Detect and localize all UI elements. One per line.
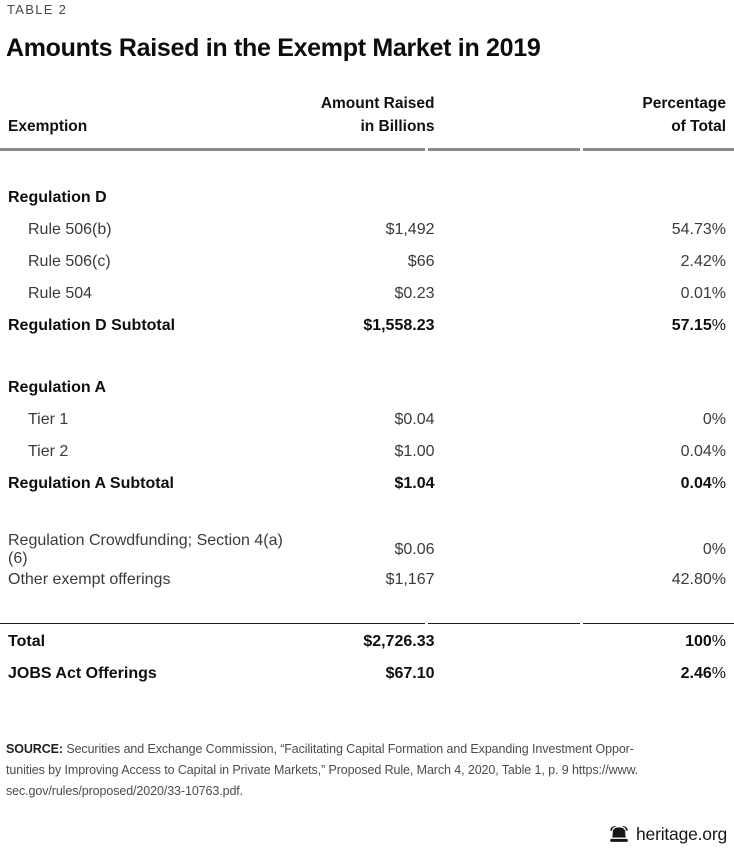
source-label: SOURCE: xyxy=(6,742,63,756)
footer-brand: heritage.org xyxy=(609,824,727,845)
table-row-regulation-d-subtotal: Regulation D Subtotal $1,558.23 57.15% xyxy=(0,310,734,342)
section-spacer xyxy=(0,500,734,532)
table-row-regulation-crowdfunding: Regulation Crowdfunding; Section 4(a)(6)… xyxy=(0,532,734,567)
table-row-tier-2: Tier 2 $1.00 0.04% xyxy=(0,436,734,468)
table-column-headers: Exemption Amount Raised in Billions Perc… xyxy=(0,92,734,138)
source-line: sec.gov/rules/proposed/2020/33-10763.pdf… xyxy=(6,784,244,798)
header-divider xyxy=(0,148,734,151)
row-label: Rule 506(b) xyxy=(28,221,112,238)
amount-value: $1,167 xyxy=(385,571,435,588)
row-label: Rule 504 xyxy=(28,285,93,302)
table-body: Regulation D Rule 506(b) $1,492 54.73% R… xyxy=(0,182,734,690)
section-spacer xyxy=(0,342,734,372)
table-row-other-exempt-offerings: Other exempt offerings $1,167 42.80% xyxy=(0,564,734,596)
percent-value: 0.04% xyxy=(680,443,726,460)
table-row-section-regulation-a: Regulation A xyxy=(0,372,734,404)
source-line: SOURCE: Securities and Exchange Commissi… xyxy=(6,742,634,756)
table-row-jobs-act-offerings: JOBS Act Offerings $67.10 2.46% xyxy=(0,658,734,690)
row-label: Rule 506(c) xyxy=(28,253,111,270)
table-title: Amounts Raised in the Exempt Market in 2… xyxy=(6,34,541,62)
amount-value: $66 xyxy=(407,253,435,270)
row-label: Regulation D xyxy=(8,189,107,206)
amount-value: $1,558.23 xyxy=(363,317,435,334)
percent-value: 42.80% xyxy=(671,571,726,588)
row-label: JOBS Act Offerings xyxy=(8,665,157,682)
table-row-rule-506b: Rule 506(b) $1,492 54.73% xyxy=(0,214,734,246)
amount-value: $1.00 xyxy=(394,443,435,460)
amount-value: $0.06 xyxy=(394,541,435,558)
total-divider xyxy=(0,623,734,624)
source-line: tunities by Improving Access to Capital … xyxy=(6,763,639,777)
percent-value: 0.04% xyxy=(680,475,726,492)
heritage-bell-icon xyxy=(609,826,629,843)
amount-value: $0.04 xyxy=(394,411,435,428)
row-label: Tier 1 xyxy=(28,411,69,428)
amount-value: $2,726.33 xyxy=(363,633,435,650)
table-number-label: TABLE 2 xyxy=(7,2,68,17)
percent-value: 2.42% xyxy=(680,253,726,270)
footer-brand-text: heritage.org xyxy=(636,824,727,844)
table-row-total: Total $2,726.33 100% xyxy=(0,626,734,658)
row-label: Regulation A xyxy=(8,379,107,396)
row-label: Regulation D Subtotal xyxy=(8,317,176,334)
row-label: Regulation Crowdfunding; Section 4(a)(6) xyxy=(8,532,283,567)
row-label: Regulation A Subtotal xyxy=(8,475,174,492)
source-note: SOURCE: Securities and Exchange Commissi… xyxy=(6,739,734,802)
percent-value: 0% xyxy=(702,411,726,428)
percent-value: 100% xyxy=(685,633,726,650)
row-label: Other exempt offerings xyxy=(8,571,171,588)
column-header-exemption: Exemption xyxy=(8,118,88,135)
percent-value: 57.15% xyxy=(671,317,726,334)
table-row-rule-504: Rule 504 $0.23 0.01% xyxy=(0,278,734,310)
column-header-amount: Amount Raised in Billions xyxy=(320,95,435,135)
amount-value: $67.10 xyxy=(385,665,435,682)
percent-value: 0% xyxy=(702,541,726,558)
table-row-rule-506c: Rule 506(c) $66 2.42% xyxy=(0,246,734,278)
amount-value: $1,492 xyxy=(385,221,435,238)
amount-value: $0.23 xyxy=(394,285,435,302)
row-label: Total xyxy=(8,633,46,650)
table-row-regulation-a-subtotal: Regulation A Subtotal $1.04 0.04% xyxy=(0,468,734,500)
amount-value: $1.04 xyxy=(394,475,435,492)
column-header-percentage: Percentage of Total xyxy=(642,95,726,135)
row-label: Tier 2 xyxy=(28,443,69,460)
percent-value: 2.46% xyxy=(680,665,726,682)
table-row-tier-1: Tier 1 $0.04 0% xyxy=(0,404,734,436)
table-row-section-regulation-d: Regulation D xyxy=(0,182,734,214)
percent-value: 54.73% xyxy=(671,221,726,238)
percent-value: 0.01% xyxy=(680,285,726,302)
